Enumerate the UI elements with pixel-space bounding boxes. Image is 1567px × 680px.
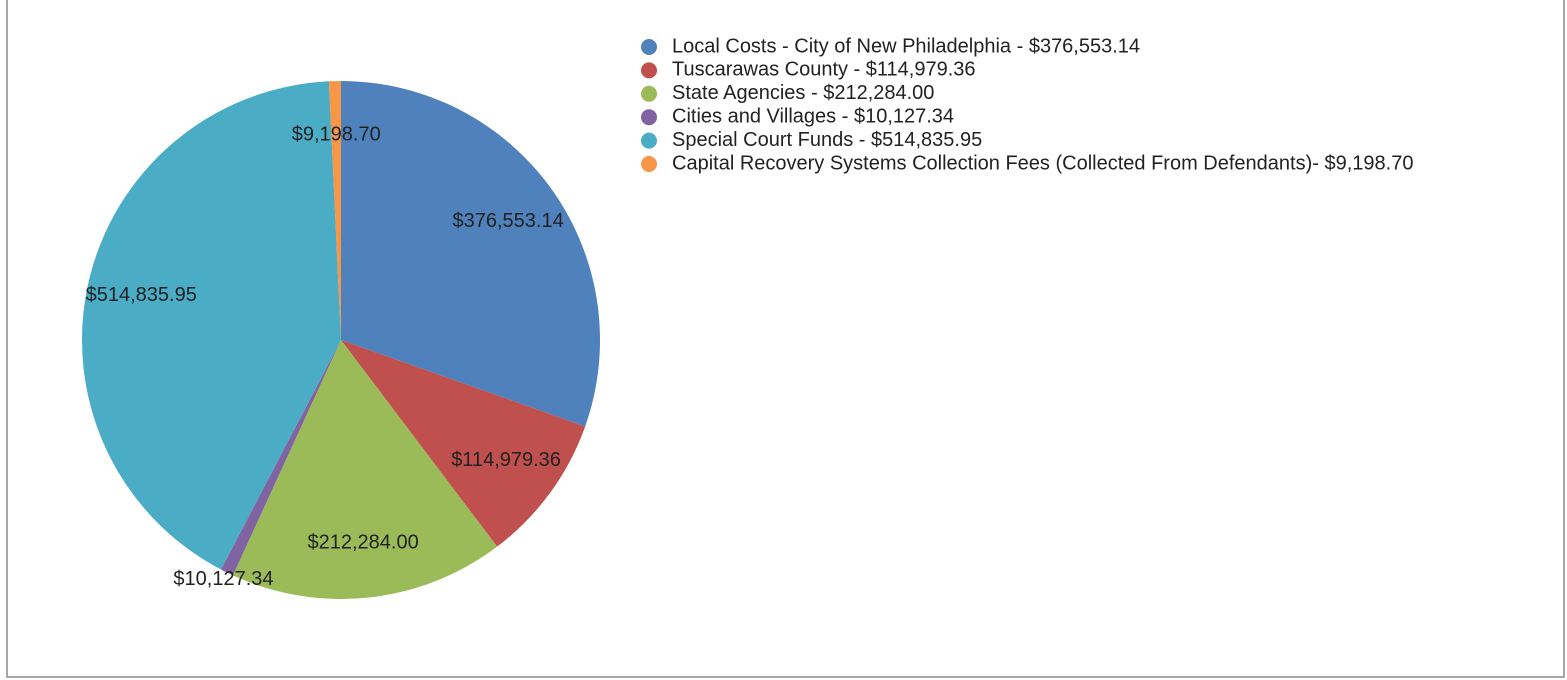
data-label: $10,127.34 (173, 568, 273, 590)
pie-slice (232, 340, 498, 599)
pie-slice (81, 81, 342, 570)
pie-slice (341, 340, 586, 547)
legend-marker (641, 85, 657, 102)
data-label: $114,979.36 (451, 449, 561, 471)
legend-label: Capital Recovery Systems Collection Fees… (672, 152, 1413, 174)
data-label: $9,198.70 (292, 124, 381, 146)
pie-slice (328, 81, 341, 340)
pie-slice (341, 81, 600, 427)
pie-slice (220, 340, 341, 576)
legend-marker (641, 132, 657, 149)
data-label: $212,284.00 (307, 532, 418, 554)
data-label: $376,553.14 (452, 210, 563, 232)
legend-label: Special Court Funds - $514,835.95 (672, 129, 982, 151)
data-label: $514,835.95 (86, 284, 197, 306)
chart-frame (6, 0, 1565, 678)
legend-label: Local Costs - City of New Philadelphia -… (672, 35, 1140, 57)
legend-label: Tuscarawas County - $114,979.36 (672, 59, 976, 81)
legend-label: Cities and Villages - $10,127.34 (672, 105, 954, 127)
legend-marker (641, 156, 657, 172)
legend-marker (641, 109, 657, 126)
legend-label: State Agencies - $212,284.00 (672, 82, 934, 104)
legend-marker (641, 39, 657, 55)
legend-marker (641, 62, 657, 79)
